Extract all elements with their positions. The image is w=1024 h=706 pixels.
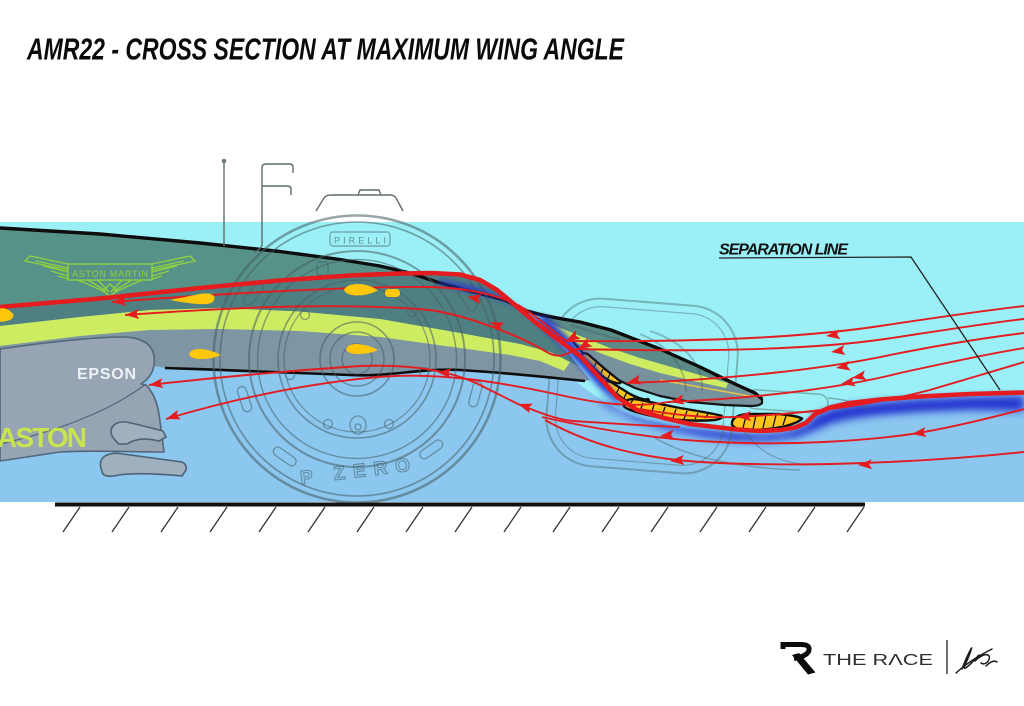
svg-text:ASTON MARTIN: ASTON MARTIN	[72, 269, 148, 279]
svg-text:ASTON: ASTON	[0, 422, 87, 453]
svg-text:PIRELLI: PIRELLI	[334, 236, 386, 246]
svg-text:AMR22 - CROSS SECTION AT MAXIM: AMR22 - CROSS SECTION AT MAXIMUM WING AN…	[26, 32, 625, 67]
svg-text:EPSON: EPSON	[77, 366, 136, 383]
svg-text:SEPARATION LINE: SEPARATION LINE	[719, 242, 849, 259]
svg-text:THE RΛCE: THE RΛCE	[823, 652, 933, 669]
